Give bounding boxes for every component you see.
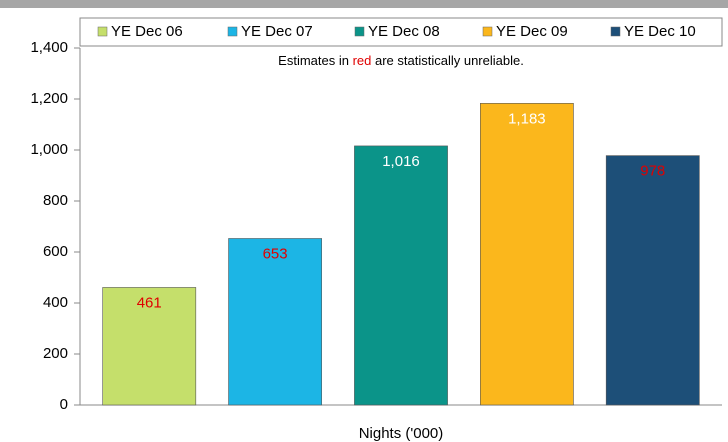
header-bar [0, 0, 728, 8]
y-tick-label: 1,400 [30, 39, 68, 56]
legend-swatch [227, 26, 238, 37]
data-label: 1,016 [382, 153, 420, 170]
y-tick-label: 200 [43, 345, 68, 362]
bar [102, 287, 197, 406]
legend-swatch [482, 26, 493, 37]
annotation-part: are statistically unreliable. [371, 53, 523, 68]
data-label: 653 [263, 245, 288, 262]
bar [354, 145, 448, 406]
legend-swatch [354, 26, 365, 37]
legend-label: YE Dec 09 [496, 23, 568, 40]
bar [228, 238, 322, 406]
legend-label: YE Dec 06 [111, 23, 183, 40]
data-label: 461 [137, 294, 162, 311]
y-tick-label: 800 [43, 192, 68, 209]
bar [605, 155, 700, 406]
legend-label: YE Dec 10 [624, 23, 696, 40]
y-tick-label: 400 [43, 294, 68, 311]
annotation: Estimates in red are statistically unrel… [278, 53, 524, 68]
y-tick-label: 600 [43, 243, 68, 260]
data-label: 1,183 [508, 110, 546, 127]
legend-label: YE Dec 08 [368, 23, 440, 40]
legend-label: YE Dec 07 [241, 23, 313, 40]
annotation-part: red [353, 53, 372, 68]
data-label: 978 [640, 163, 665, 180]
y-tick-label: 1,200 [30, 90, 68, 107]
legend-swatch [97, 26, 108, 37]
bar [480, 103, 574, 406]
legend-swatch [610, 26, 621, 37]
y-tick-label: 0 [60, 396, 68, 413]
annotation-part: Estimates in [278, 53, 352, 68]
y-tick-label: 1,000 [30, 141, 68, 158]
x-axis-label: Nights ('000) [359, 425, 444, 442]
